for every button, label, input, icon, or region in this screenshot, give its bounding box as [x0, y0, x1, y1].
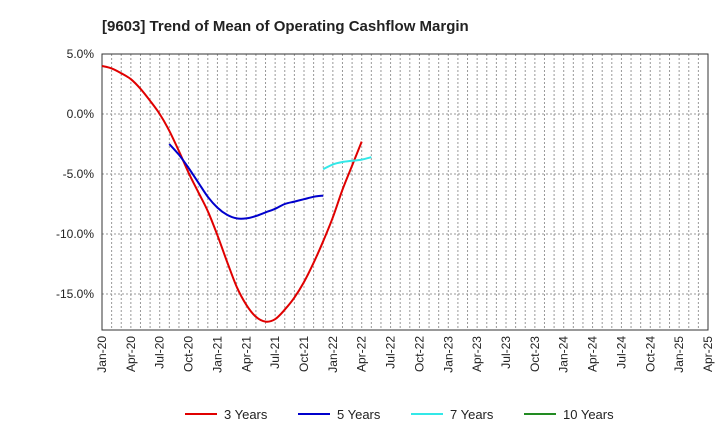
x-axis: Jan-20 Apr-20 Jul-20 Oct-20 Jan-21 Apr-21 Jul-… — [95, 336, 715, 373]
chart-title: [9603] Trend of Mean of Operating Cashfl… — [102, 18, 469, 35]
x-tick-label: Jul-23 — [499, 336, 513, 369]
series-line-5-years — [168, 143, 324, 220]
x-tick-label: Jul-24 — [614, 336, 628, 369]
x-tick-label: Jul-22 — [384, 336, 398, 369]
x-tick-label: Oct-23 — [528, 336, 542, 372]
series-line-3-years — [101, 65, 363, 323]
x-tick-label: Oct-20 — [182, 336, 196, 372]
y-tick-label: -10.0% — [56, 227, 94, 241]
x-tick-label: Apr-23 — [470, 336, 484, 372]
x-tick-label: Jan-24 — [557, 336, 571, 373]
y-tick-label: -15.0% — [56, 287, 94, 301]
x-tick-label: Jul-21 — [268, 336, 282, 369]
series-group — [101, 65, 372, 323]
y-tick-label: -5.0% — [63, 167, 95, 181]
x-tick-label: Oct-24 — [643, 336, 657, 372]
x-tick-label: Jan-25 — [672, 336, 686, 373]
legend-label: 7 Years — [450, 407, 494, 422]
legend: 3 Years 5 Years 7 Years 10 Years — [185, 407, 614, 422]
legend-label: 3 Years — [224, 407, 268, 422]
plot-frame — [101, 53, 709, 331]
legend-label: 5 Years — [337, 407, 381, 422]
x-tick-label: Jan-20 — [95, 336, 109, 373]
x-tick-label: Apr-25 — [701, 336, 715, 372]
x-tick-label: Apr-22 — [355, 336, 369, 372]
x-tick-label: Apr-21 — [239, 336, 253, 372]
series-line-7-years — [322, 156, 372, 171]
x-tick-label: Jan-21 — [210, 336, 224, 373]
x-tick-label: Jul-20 — [153, 336, 167, 369]
x-tick-label: Jan-22 — [326, 336, 340, 373]
x-tick-label: Apr-24 — [586, 336, 600, 372]
y-tick-label: 0.0% — [67, 107, 95, 121]
x-tick-label: Jan-23 — [441, 336, 455, 373]
x-tick-label: Oct-21 — [297, 336, 311, 372]
legend-label: 10 Years — [563, 407, 614, 422]
x-tick-label: Oct-22 — [412, 336, 426, 372]
x-tick-label: Apr-20 — [124, 336, 138, 372]
chart-grid — [102, 53, 708, 330]
y-tick-label: 5.0% — [67, 47, 95, 61]
y-axis: 5.0% 0.0% -5.0% -10.0% -15.0% — [56, 47, 94, 301]
